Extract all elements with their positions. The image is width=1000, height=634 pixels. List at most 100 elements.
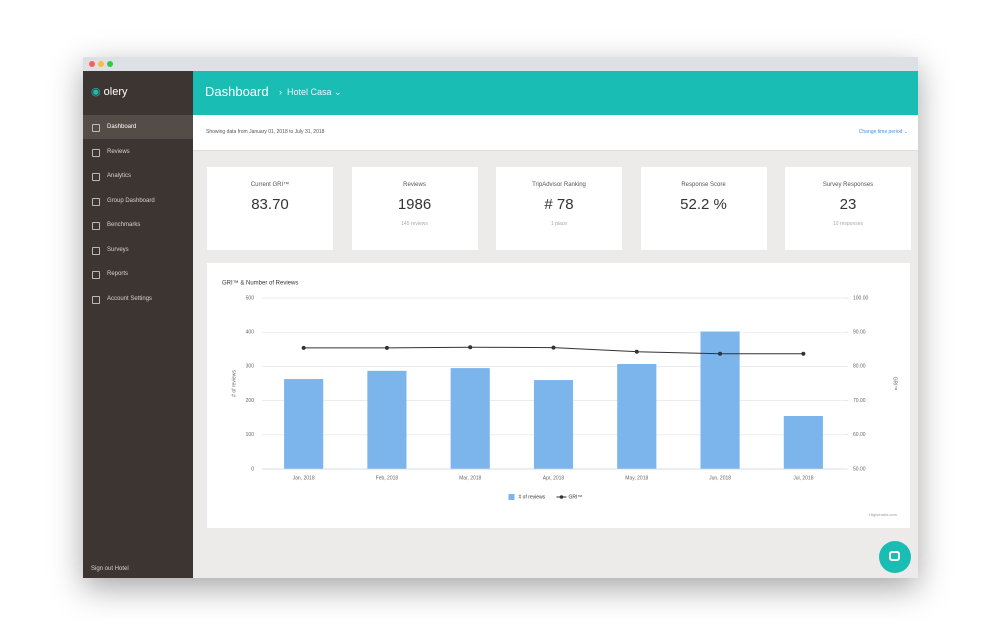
nav-item[interactable]: Account Settings: [83, 287, 193, 311]
logo-text: olery: [103, 86, 128, 98]
legend-marker: [559, 495, 564, 499]
sidebar: ◉ olery Dashboard Reviews Analytics Group D…: [83, 71, 193, 578]
change-period-text: Change time period: [858, 129, 903, 135]
y2-tick-label: 80.00: [853, 364, 866, 370]
nav-icon: [92, 173, 100, 181]
kpi-label: Survey Responses: [822, 182, 874, 188]
legend-swatch: [508, 494, 515, 500]
nav-item[interactable]: Dashboard: [83, 115, 193, 139]
y2-tick-label: 70.00: [853, 398, 866, 404]
nav-item[interactable]: Group Dashboard: [83, 189, 193, 213]
kpi-card: Reviews 1986 145 reviews: [351, 167, 478, 250]
y2-tick-label: 60.00: [853, 432, 866, 438]
line-marker: [301, 345, 306, 350]
bar: [367, 370, 407, 469]
y2-tick-label: 90.00: [853, 330, 866, 336]
nav-item[interactable]: Benchmarks: [83, 213, 193, 237]
line-marker: [468, 345, 473, 350]
kpi-value: 52.2 %: [680, 196, 727, 213]
nav-label: Reports: [107, 271, 129, 277]
credits: Highcharts.com: [869, 512, 897, 517]
nav-icon: [92, 246, 100, 255]
x-tick-label: Jul, 2018: [793, 475, 814, 481]
kpi-card: Response Score 52.2 %: [640, 167, 767, 250]
kpi-value: 23: [839, 196, 857, 213]
nav-item[interactable]: Reviews: [83, 140, 193, 164]
bar: [533, 380, 574, 469]
nav-icon: [92, 124, 100, 132]
x-tick-label: Feb, 2018: [376, 475, 399, 481]
x-tick-label: Jan, 2018: [293, 475, 315, 481]
line-marker: [551, 345, 556, 350]
breadcrumb[interactable]: › Hotel Casa ⌄: [279, 87, 342, 97]
chat-button[interactable]: [879, 541, 911, 573]
kpi-card: Current GRI™ 83.70: [207, 167, 333, 250]
nav-icon: [92, 222, 100, 230]
nav-icon: [92, 271, 100, 279]
nav-label: Account Settings: [107, 295, 153, 302]
bar: [284, 379, 324, 469]
x-tick-label: May, 2018: [625, 475, 648, 481]
nav-label: Surveys: [107, 246, 129, 253]
kpi-label: TripAdvisor Ranking: [532, 182, 586, 188]
nav-icon: [92, 148, 100, 157]
y2-tick-label: 100.00: [853, 295, 869, 301]
line-marker: [801, 351, 806, 356]
y-tick-label: 200: [246, 398, 255, 404]
nav-item[interactable]: Analytics: [83, 164, 193, 188]
kpi-label: Current GRI™: [250, 182, 290, 188]
kpi-label: Reviews: [403, 182, 426, 188]
change-period[interactable]: Change time period ⌄: [858, 129, 908, 135]
legend-label: GRI™: [569, 494, 583, 500]
chart-card: GRI™ & Number of Reviews 0 100 200 300 400 50…: [207, 263, 910, 528]
sign-out-text: Sign out Hotel: [91, 566, 129, 572]
chart-title: GRI™ & Number of Reviews: [222, 280, 298, 287]
y-tick-label: 100: [246, 432, 255, 438]
kpi-sub: 10 responses: [832, 221, 864, 227]
bar: [450, 368, 490, 469]
legend-label: # of reviews: [519, 494, 546, 500]
y-tick-label: 500: [246, 295, 255, 301]
y-tick-label: 400: [246, 330, 255, 336]
kpi-value: 83.70: [251, 196, 289, 213]
page-title: Dashboard: [205, 84, 269, 99]
sign-out[interactable]: Sign out Hotel: [91, 566, 129, 572]
bar: [617, 364, 657, 469]
line-marker: [634, 349, 639, 354]
kpi-sub: 145 reviews: [401, 221, 428, 227]
x-tick-label: Jun, 2018: [709, 475, 731, 481]
zoom-button[interactable]: [107, 61, 113, 67]
line-marker: [718, 351, 723, 356]
nav-item[interactable]: Surveys: [83, 238, 193, 262]
kpi-card: TripAdvisor Ranking # 78 1 place: [496, 167, 622, 250]
nav-label: Dashboard: [107, 124, 137, 130]
nav-label: Group Dashboard: [107, 197, 155, 204]
top-header: Dashboard › Hotel Casa ⌄: [193, 71, 918, 115]
nav-label: Analytics: [107, 173, 132, 179]
x-tick-label: Mar, 2018: [459, 475, 481, 481]
nav-icon: [92, 197, 100, 206]
y-axis-title: # of reviews: [231, 370, 237, 397]
minimize-button[interactable]: [98, 61, 104, 67]
filter-bar: Showing data from January 01, 2018 to Ju…: [193, 115, 918, 151]
y-tick-label: 300: [246, 364, 255, 370]
kpi-value: 1986: [397, 196, 432, 213]
filter-text: Showing data from January 01, 2018 to Ju…: [206, 129, 325, 135]
close-button[interactable]: [89, 61, 95, 67]
y2-tick-label: 50.00: [853, 466, 866, 472]
kpi-card: Survey Responses 23 10 responses: [785, 167, 911, 250]
chart: GRI™ & Number of Reviews 0 100 200 300 400 50…: [222, 280, 898, 517]
title-bar: [83, 57, 918, 71]
kpi-sub: 1 place: [550, 221, 568, 227]
logo[interactable]: ◉ olery: [91, 86, 128, 98]
nav-label: Benchmarks: [107, 222, 141, 228]
nav-label: Reviews: [107, 148, 130, 155]
hotel-name: Hotel Casa: [287, 87, 332, 97]
nav-icon: [92, 295, 100, 304]
bar: [783, 415, 823, 469]
y-tick-label: 0: [251, 466, 254, 472]
nav-item[interactable]: Reports: [83, 262, 193, 286]
chat-icon: [889, 551, 900, 561]
kpi-value: # 78: [544, 196, 574, 213]
